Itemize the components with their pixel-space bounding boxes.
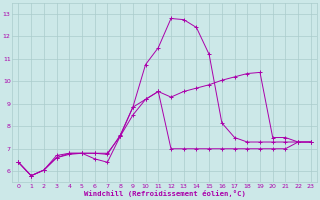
X-axis label: Windchill (Refroidissement éolien,°C): Windchill (Refroidissement éolien,°C)	[84, 190, 245, 197]
